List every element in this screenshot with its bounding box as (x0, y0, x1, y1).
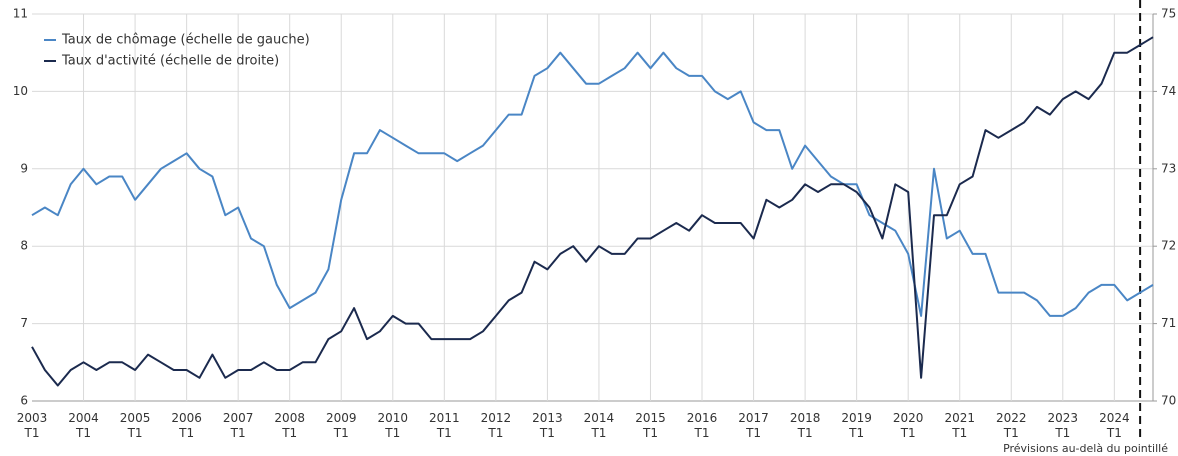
x-tick-label: 2022 T1 (996, 411, 1027, 440)
line-series (31, 51, 1154, 317)
x-tick-label: 2016 T1 (687, 411, 718, 440)
footnote: Prévisions au-delà du pointillé (1003, 442, 1168, 455)
x-tick-label: 2012 T1 (481, 411, 512, 440)
legend-label: Taux de chômage (échelle de gauche) (61, 33, 310, 48)
legend-label: Taux d'activité (échelle de droite) (61, 54, 279, 69)
y2-tick-label: 70 (1161, 394, 1176, 408)
y-tick-label: 10 (13, 84, 28, 98)
x-tick-label: 2010 T1 (378, 411, 409, 440)
x-tick-label: 2019 T1 (841, 411, 872, 440)
x-tick-label: 2007 T1 (223, 411, 254, 440)
y2-tick-label: 74 (1161, 84, 1176, 98)
y2-tick-label: 72 (1161, 239, 1176, 253)
y-tick-label: 11 (13, 7, 28, 21)
y2-tick-label: 75 (1161, 7, 1176, 21)
y2-tick-label: 71 (1161, 316, 1176, 330)
x-tick-label: 2013 T1 (532, 411, 563, 440)
y-tick-label: 6 (20, 394, 28, 408)
x-tick-label: 2023 T1 (1048, 411, 1079, 440)
y-tick-label: 9 (20, 161, 28, 175)
y2-tick-label: 73 (1161, 161, 1176, 175)
x-tick-label: 2008 T1 (274, 411, 305, 440)
y-tick-label: 7 (20, 316, 28, 330)
x-tick-label: 2004 T1 (68, 411, 99, 440)
x-tick-label: 2021 T1 (944, 411, 975, 440)
y-tick-label: 8 (20, 239, 28, 253)
x-tick-label: 2014 T1 (584, 411, 615, 440)
x-tick-label: 2009 T1 (326, 411, 357, 440)
x-tick-label: 2018 T1 (790, 411, 821, 440)
x-tick-label: 2006 T1 (171, 411, 202, 440)
x-tick-label: 2011 T1 (429, 411, 460, 440)
x-tick-label: 2020 T1 (893, 411, 924, 440)
x-tick-label: 2005 T1 (120, 411, 151, 440)
line-series (31, 36, 1154, 387)
x-tick-label: 2017 T1 (738, 411, 769, 440)
x-tick-label: 2024 T1 (1099, 411, 1130, 440)
x-tick-label: 2015 T1 (635, 411, 666, 440)
x-tick-label: 2003 T1 (17, 411, 48, 440)
